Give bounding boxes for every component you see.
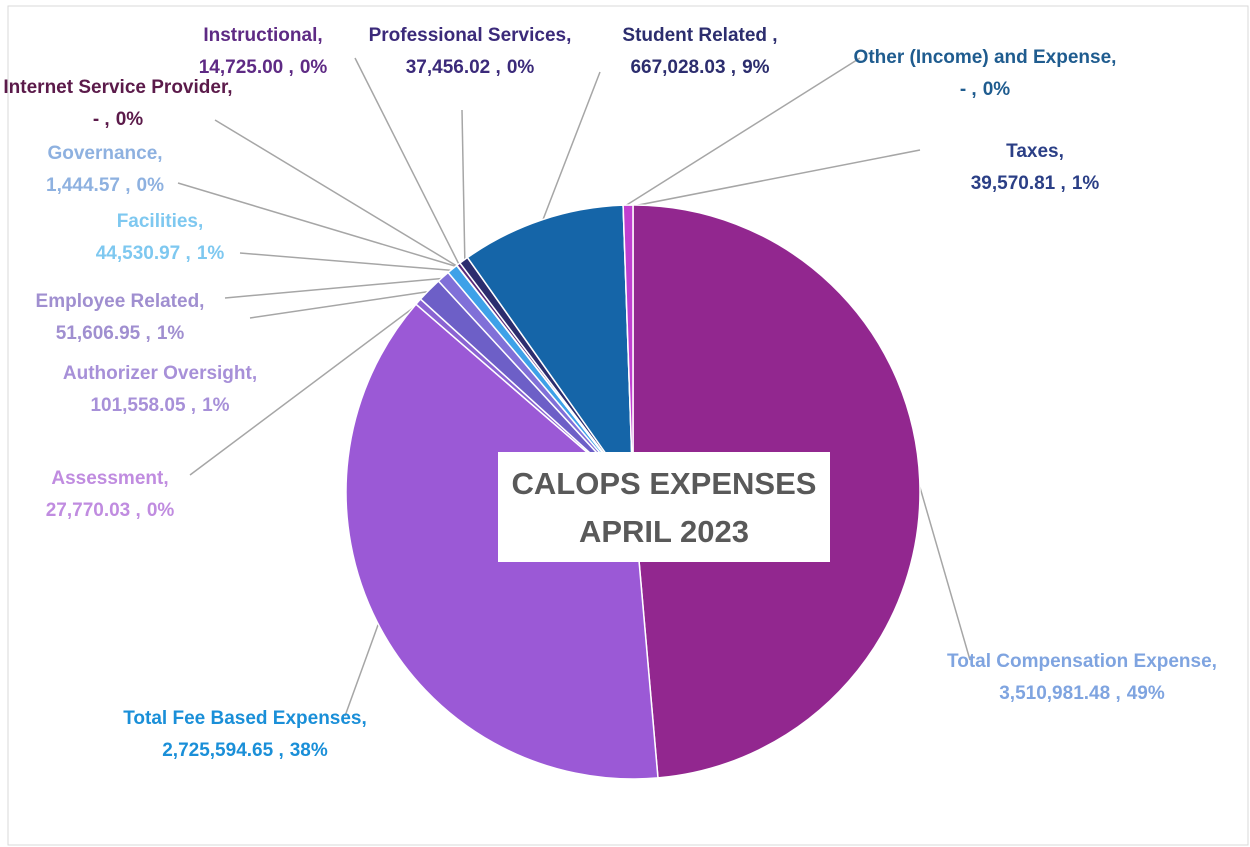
data-label: 1,444.57 , 0% <box>46 175 164 196</box>
category-label: Assessment, <box>51 468 168 489</box>
data-label: - , 0% <box>93 109 143 130</box>
leader-line <box>189 302 421 476</box>
percent-label: 1% <box>197 243 225 264</box>
percent-label: 49% <box>1127 683 1165 704</box>
category-label: Facilities, <box>117 211 204 232</box>
percent-label: 0% <box>147 500 175 521</box>
value-label: 101,558.05 , <box>90 395 196 416</box>
leader-line <box>354 57 461 267</box>
data-label: 101,558.05 , 1% <box>90 395 229 416</box>
data-label: Internet Service Provider, <box>3 77 232 98</box>
leader-line <box>214 119 459 268</box>
value-label: 44,530.97 , <box>96 243 191 264</box>
value-label: 39,570.81 , <box>971 173 1066 194</box>
value-label: 2,725,594.65 , <box>162 740 284 761</box>
value-label: 27,770.03 , <box>46 500 141 521</box>
category-label: Authorizer Oversight, <box>63 363 257 384</box>
percent-label: 38% <box>290 740 328 761</box>
value-label: - , <box>93 109 110 130</box>
category-label: Total Compensation Expense, <box>947 651 1217 672</box>
data-label: Other (Income) and Expense, <box>854 47 1117 68</box>
data-label: Instructional, <box>203 25 322 46</box>
data-label: Facilities, <box>117 211 204 232</box>
leader-line <box>461 109 466 262</box>
leader-line <box>627 149 921 208</box>
data-label: Total Fee Based Expenses, <box>123 708 367 729</box>
percent-label: 0% <box>507 57 535 78</box>
leader-line <box>249 290 431 319</box>
value-label: 1,444.57 , <box>46 175 131 196</box>
category-label: Instructional, <box>203 25 322 46</box>
data-label: Assessment, <box>51 468 168 489</box>
percent-label: 9% <box>742 57 770 78</box>
category-label: Internet Service Provider, <box>3 77 232 98</box>
value-label: 14,725.00 , <box>199 57 294 78</box>
data-label: 37,456.02 , 0% <box>406 57 535 78</box>
value-label: 667,028.03 , <box>630 57 736 78</box>
data-label: 2,725,594.65 , 38% <box>162 740 328 761</box>
leader-line <box>622 57 861 208</box>
category-label: Professional Services, <box>369 25 572 46</box>
value-label: - , <box>960 79 977 100</box>
data-label: Professional Services, <box>369 25 572 46</box>
data-label: 27,770.03 , 0% <box>46 500 175 521</box>
data-label: Total Compensation Expense, <box>947 651 1217 672</box>
chart-title: CALOPS EXPENSES <box>512 466 817 501</box>
title-box <box>498 452 830 562</box>
pie-slice <box>622 204 634 493</box>
data-label: - , 0% <box>960 79 1010 100</box>
leader-line <box>541 71 601 223</box>
category-label: Employee Related, <box>36 291 205 312</box>
percent-label: 1% <box>202 395 230 416</box>
percent-label: 0% <box>300 57 328 78</box>
leader-line <box>344 621 380 717</box>
data-label: Authorizer Oversight, <box>63 363 257 384</box>
data-label: 3,510,981.48 , 49% <box>999 683 1165 704</box>
data-label: Taxes, <box>1006 141 1064 162</box>
data-label: 14,725.00 , 0% <box>199 57 328 78</box>
category-label: Other (Income) and Expense, <box>854 47 1117 68</box>
pie-slice <box>466 204 634 495</box>
leader-lines <box>177 57 971 717</box>
data-label: 667,028.03 , 9% <box>630 57 769 78</box>
percent-label: 1% <box>157 323 185 344</box>
percent-label: 0% <box>116 109 144 130</box>
percent-label: 1% <box>1072 173 1100 194</box>
category-label: Taxes, <box>1006 141 1064 162</box>
leader-line <box>239 252 454 272</box>
data-label: Governance, <box>47 143 162 164</box>
chart-title: APRIL 2023 <box>579 514 749 549</box>
value-label: 51,606.95 , <box>56 323 151 344</box>
value-label: 37,456.02 , <box>406 57 501 78</box>
percent-label: 0% <box>983 79 1011 100</box>
category-label: Student Related , <box>622 25 777 46</box>
leader-line <box>177 182 459 268</box>
data-label: 51,606.95 , 1% <box>56 323 185 344</box>
category-label: Governance, <box>47 143 162 164</box>
data-label: Student Related , <box>622 25 777 46</box>
percent-label: 0% <box>137 175 165 196</box>
value-label: 3,510,981.48 , <box>999 683 1121 704</box>
leader-line <box>917 479 971 661</box>
data-label: Employee Related, <box>36 291 205 312</box>
category-label: Total Fee Based Expenses, <box>123 708 367 729</box>
data-label: 44,530.97 , 1% <box>96 243 225 264</box>
leader-line <box>224 277 445 299</box>
data-label: 39,570.81 , 1% <box>971 173 1100 194</box>
